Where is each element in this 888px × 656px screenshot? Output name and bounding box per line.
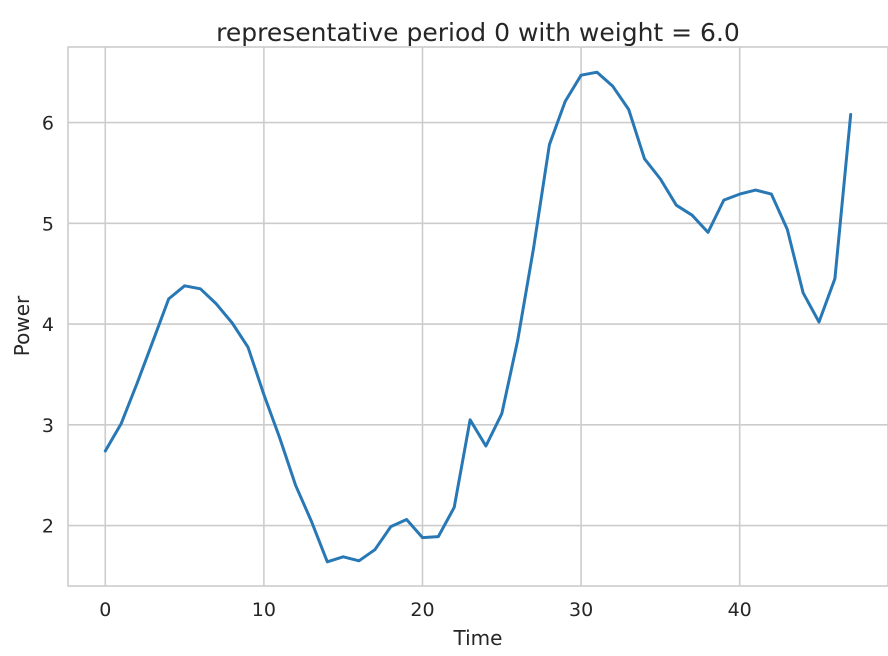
series-group [103, 70, 853, 564]
x-tick-label: 40 [728, 599, 752, 621]
x-tick-label: 0 [99, 599, 111, 621]
plot-frame [67, 46, 888, 587]
y-tick-label: 2 [42, 516, 54, 538]
y-tick-label: 5 [42, 213, 54, 235]
x-axis-label: Time [453, 626, 503, 650]
x-tick-label: 10 [252, 599, 276, 621]
y-tick-labels: 2 3 4 5 6 [42, 113, 54, 538]
y-tick-label: 6 [42, 113, 54, 135]
x-tick-label: 30 [569, 599, 593, 621]
y-tick-label: 4 [42, 314, 54, 336]
y-tick-label: 3 [42, 415, 54, 437]
grid [68, 47, 888, 586]
series-line-0 [103, 70, 853, 564]
y-axis-label: Power [10, 295, 34, 356]
x-tick-label: 20 [410, 599, 434, 621]
x-tick-labels: 0 10 20 30 40 [99, 599, 752, 621]
chart-title: representative period 0 with weight = 6.… [216, 18, 740, 47]
